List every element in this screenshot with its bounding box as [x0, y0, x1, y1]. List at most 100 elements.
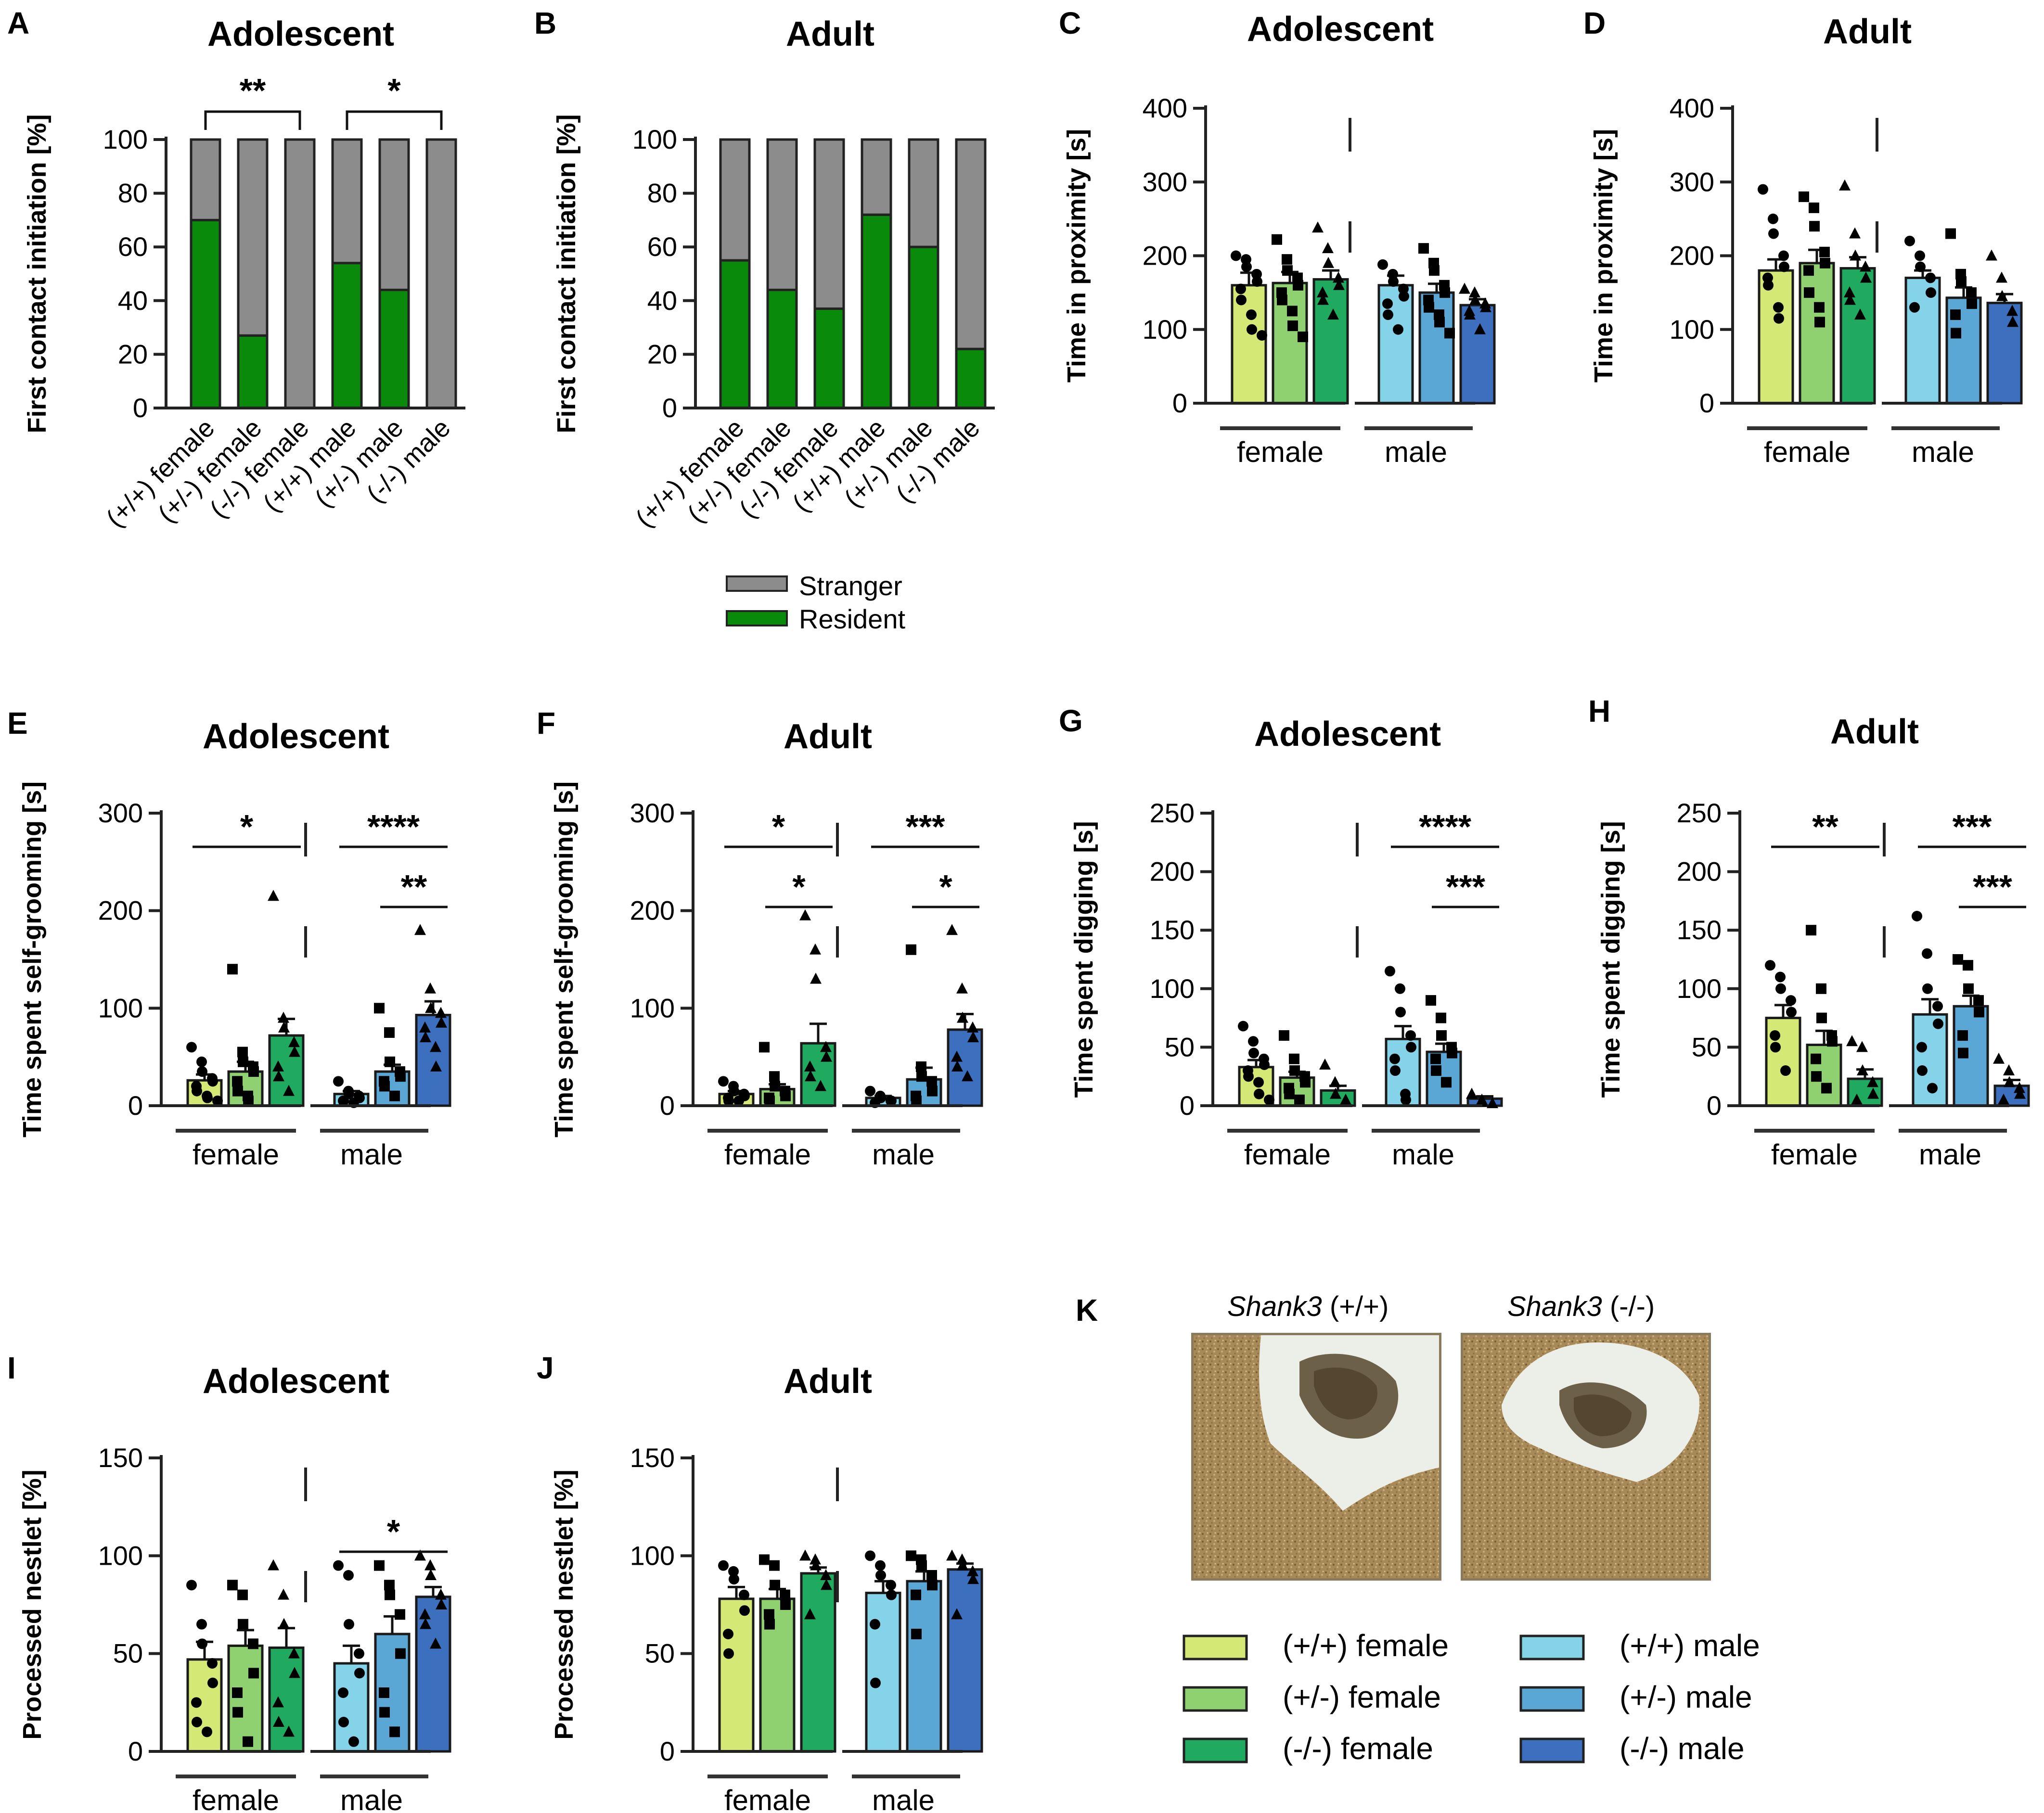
data-point — [333, 1560, 344, 1571]
data-point — [1383, 309, 1393, 320]
significance-label: **** — [1419, 808, 1472, 845]
data-point — [424, 982, 436, 994]
significance-bracket — [346, 110, 443, 130]
data-point — [1915, 250, 1925, 261]
data-point — [272, 1696, 284, 1708]
data-point — [1434, 317, 1445, 328]
data-point — [759, 1042, 770, 1053]
data-point — [810, 1559, 822, 1570]
data-point — [1799, 191, 1809, 202]
data-point — [926, 1076, 937, 1087]
data-point — [2007, 316, 2018, 327]
data-point — [1444, 328, 1455, 339]
data-point — [1809, 221, 1820, 232]
data-point — [1282, 265, 1293, 276]
bar-stranger — [766, 138, 798, 291]
data-point — [2014, 1087, 2026, 1099]
significance-label: **** — [367, 808, 420, 845]
group-label-male: male — [872, 1138, 935, 1171]
data-point — [1399, 291, 1409, 302]
legend-label-resident: Resident — [799, 604, 905, 634]
data-point — [1926, 287, 1936, 298]
data-point — [1329, 1076, 1341, 1087]
group-label-male: male — [340, 1138, 403, 1171]
data-point — [430, 1637, 441, 1649]
group-label-female: female — [193, 1138, 279, 1171]
data-point — [379, 1687, 389, 1698]
data-point — [810, 1553, 821, 1565]
data-point — [951, 1060, 963, 1072]
legend-swatch — [1519, 1686, 1585, 1712]
y-tick-label: 100 — [1677, 973, 1722, 1004]
data-point — [385, 1589, 395, 1600]
data-point — [1474, 323, 1486, 334]
data-point — [1327, 308, 1339, 320]
data-point — [243, 1095, 254, 1106]
y-tick-label: 50 — [1165, 1032, 1195, 1062]
chart-title: Adolescent — [207, 15, 394, 53]
data-point — [1319, 1058, 1331, 1070]
group-label-female: female — [724, 1784, 811, 1813]
data-point — [207, 1076, 218, 1087]
panel-label: E — [7, 706, 28, 741]
bar-resident — [813, 307, 845, 409]
bar-stranger — [237, 138, 269, 337]
bar-stranger — [331, 138, 363, 265]
data-point — [288, 1036, 300, 1047]
data-point — [1811, 1071, 1822, 1082]
data-point — [1925, 272, 1936, 283]
bar-stranger — [861, 138, 892, 216]
data-point — [232, 1687, 243, 1698]
bar — [947, 1568, 983, 1753]
data-point — [268, 890, 279, 901]
data-point — [289, 1046, 300, 1057]
error-bar — [1921, 998, 1939, 1015]
y-axis-label: Processed nestlet [%] — [550, 1469, 578, 1739]
data-point — [1773, 302, 1784, 313]
data-point — [395, 1648, 406, 1659]
data-point — [344, 1619, 354, 1630]
y-axis-label: First contact initiation [%] — [23, 114, 51, 433]
data-point — [1809, 202, 1819, 213]
data-point — [799, 909, 811, 920]
data-point — [906, 1550, 916, 1561]
data-point — [197, 1066, 207, 1077]
data-point — [1909, 302, 1920, 313]
y-tick-label: 200 — [1670, 241, 1714, 271]
data-point — [192, 1717, 202, 1727]
data-point — [1780, 1065, 1791, 1076]
data-point — [227, 964, 238, 975]
group-label-male: male — [872, 1784, 935, 1813]
data-point — [1424, 302, 1434, 313]
panel-label: F — [537, 706, 555, 741]
data-point — [764, 1619, 775, 1630]
data-point — [2004, 1076, 2015, 1087]
bar — [1986, 302, 2023, 405]
panel-a: A Adolescent First contact initiation [%] 0… — [7, 6, 465, 533]
y-tick-label: 0 — [1707, 1090, 1722, 1121]
panel-f: F Adult Time spent self-grooming [s] 0 100 20… — [537, 706, 983, 1171]
group-label-female: female — [193, 1784, 279, 1813]
group-label-male: male — [1919, 1138, 1981, 1171]
data-point — [283, 1725, 295, 1737]
data-point — [238, 1056, 248, 1067]
data-point — [1289, 1053, 1299, 1064]
data-point — [1377, 259, 1388, 270]
group-label-female: female — [724, 1138, 811, 1171]
panel-label-k: K — [1076, 1293, 1098, 1328]
panel-i: I Adolescent Processed nestlet [%] 0 50 100 15… — [7, 1351, 451, 1813]
data-point — [870, 1677, 881, 1688]
data-point — [419, 1608, 431, 1620]
data-point — [1839, 179, 1851, 191]
data-point — [916, 1560, 927, 1571]
legend-label-stranger: Stranger — [799, 571, 902, 601]
y-tick-label: 200 — [630, 895, 675, 926]
legend-swatch — [1519, 1634, 1585, 1660]
photo-label-wt: Shank3 (+/+) — [1227, 1291, 1388, 1322]
data-point — [202, 1092, 213, 1103]
data-point — [1385, 966, 1395, 977]
data-point — [273, 1070, 284, 1082]
legend-label: (-/-) male — [1620, 1731, 1745, 1766]
data-point — [1382, 298, 1393, 309]
y-tick-label: 250 — [1150, 798, 1195, 828]
